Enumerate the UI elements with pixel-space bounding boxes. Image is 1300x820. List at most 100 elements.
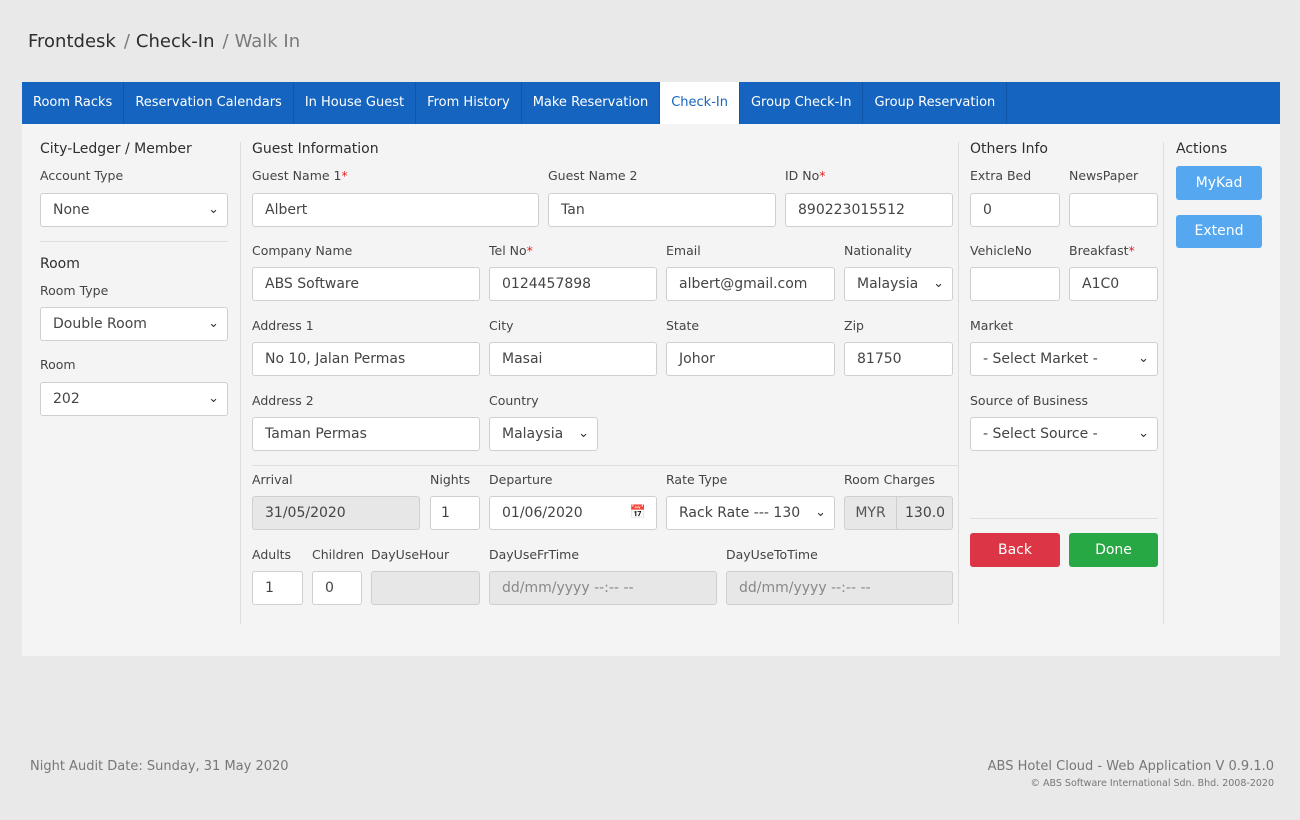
breadcrumb: Frontdesk / Check-In / Walk In bbox=[28, 31, 300, 52]
source-label: Source of Business bbox=[970, 393, 1089, 408]
tab-in-house-guest[interactable]: In House Guest bbox=[294, 82, 417, 124]
breakfast-label: Breakfast* bbox=[1069, 243, 1135, 258]
departure-value: 01/06/2020 bbox=[502, 505, 583, 521]
tab-check-in[interactable]: Check-In bbox=[660, 82, 740, 124]
back-button[interactable]: Back bbox=[970, 533, 1060, 567]
room-label: Room bbox=[40, 357, 76, 372]
email-input[interactable]: albert@gmail.com bbox=[666, 267, 835, 301]
tab-reservation-calendars[interactable]: Reservation Calendars bbox=[124, 82, 294, 124]
guest-info-title: Guest Information bbox=[252, 141, 379, 157]
address2-label: Address 2 bbox=[252, 393, 314, 408]
room-title: Room bbox=[40, 256, 80, 272]
nationality-label: Nationality bbox=[844, 243, 912, 258]
chevron-down-icon: ⌄ bbox=[208, 391, 219, 406]
app-version: ABS Hotel Cloud - Web Application V 0.9.… bbox=[987, 759, 1274, 774]
chevron-down-icon: ⌄ bbox=[933, 276, 944, 291]
nationality-value: Malaysia bbox=[857, 276, 919, 292]
divider bbox=[252, 465, 958, 466]
guest-name2-input[interactable]: Tan bbox=[548, 193, 776, 227]
breadcrumb-frontdesk[interactable]: Frontdesk bbox=[28, 31, 116, 52]
id-no-input[interactable]: 890223015512 bbox=[785, 193, 953, 227]
tel-label: Tel No* bbox=[489, 243, 533, 258]
newspaper-input[interactable] bbox=[1069, 193, 1158, 227]
tab-group-reservation[interactable]: Group Reservation bbox=[863, 82, 1008, 124]
room-value: 202 bbox=[53, 391, 80, 407]
extra-bed-label: Extra Bed bbox=[970, 168, 1032, 183]
market-select[interactable]: - Select Market - ⌄ bbox=[970, 342, 1158, 376]
source-select[interactable]: - Select Source - ⌄ bbox=[970, 417, 1158, 451]
app-version-footer: ABS Hotel Cloud - Web Application V 0.9.… bbox=[988, 759, 1274, 789]
city-label: City bbox=[489, 318, 514, 333]
city-ledger-title: City-Ledger / Member bbox=[40, 141, 192, 157]
dayusefr-label: DayUseFrTime bbox=[489, 547, 580, 562]
rate-type-value: Rack Rate --- 130 bbox=[679, 505, 801, 521]
departure-label: Departure bbox=[489, 472, 553, 487]
country-select[interactable]: Malaysia ⌄ bbox=[489, 417, 598, 451]
arrival-input: 31/05/2020 bbox=[252, 496, 420, 530]
room-type-select[interactable]: Double Room ⌄ bbox=[40, 307, 228, 341]
departure-input[interactable]: 01/06/2020 📅 bbox=[489, 496, 657, 530]
calendar-icon[interactable]: 📅 bbox=[629, 505, 646, 520]
market-label: Market bbox=[970, 318, 1013, 333]
chevron-down-icon: ⌄ bbox=[1138, 351, 1149, 366]
breadcrumb-walk-in: Walk In bbox=[234, 31, 301, 52]
address1-label: Address 1 bbox=[252, 318, 314, 333]
breadcrumb-check-in[interactable]: Check-In bbox=[135, 31, 215, 52]
done-button[interactable]: Done bbox=[1069, 533, 1158, 567]
state-input[interactable]: Johor bbox=[666, 342, 835, 376]
nights-input[interactable]: 1 bbox=[430, 496, 480, 530]
account-type-label: Account Type bbox=[40, 168, 124, 183]
adults-input[interactable]: 1 bbox=[252, 571, 303, 605]
tab-from-history[interactable]: From History bbox=[416, 82, 522, 124]
children-input[interactable]: 0 bbox=[312, 571, 362, 605]
mykad-button[interactable]: MyKad bbox=[1176, 166, 1262, 200]
zip-input[interactable]: 81750 bbox=[844, 342, 953, 376]
guest-name2-label: Guest Name 2 bbox=[548, 168, 638, 183]
dayusefr-input[interactable]: dd/mm/yyyy --:-- -- bbox=[489, 571, 717, 605]
dayuseto-input[interactable]: dd/mm/yyyy --:-- -- bbox=[726, 571, 953, 605]
breadcrumb-separator: / bbox=[222, 31, 229, 52]
divider bbox=[40, 241, 228, 242]
tab-make-reservation[interactable]: Make Reservation bbox=[522, 82, 661, 124]
breakfast-input[interactable]: A1C0 bbox=[1069, 267, 1158, 301]
tab-room-racks[interactable]: Room Racks bbox=[22, 82, 125, 124]
vehicle-label: VehicleNo bbox=[970, 243, 1032, 258]
country-label: Country bbox=[489, 393, 539, 408]
others-info-title: Others Info bbox=[970, 141, 1048, 157]
extra-bed-input[interactable]: 0 bbox=[970, 193, 1060, 227]
state-label: State bbox=[666, 318, 700, 333]
address2-input[interactable]: Taman Permas bbox=[252, 417, 480, 451]
email-label: Email bbox=[666, 243, 701, 258]
chevron-down-icon: ⌄ bbox=[208, 202, 219, 217]
nav-tabs: Room Racks Reservation Calendars In Hous… bbox=[22, 82, 1280, 124]
tel-input[interactable]: 0124457898 bbox=[489, 267, 657, 301]
company-input[interactable]: ABS Software bbox=[252, 267, 480, 301]
city-input[interactable]: Masai bbox=[489, 342, 657, 376]
vehicle-input[interactable] bbox=[970, 267, 1060, 301]
arrival-label: Arrival bbox=[252, 472, 293, 487]
dayusehour-label: DayUseHour bbox=[371, 547, 450, 562]
column-divider bbox=[958, 142, 959, 624]
chevron-down-icon: ⌄ bbox=[578, 426, 589, 441]
address1-input[interactable]: No 10, Jalan Permas bbox=[252, 342, 480, 376]
guest-name1-input[interactable]: Albert bbox=[252, 193, 539, 227]
tab-group-check-in[interactable]: Group Check-In bbox=[740, 82, 864, 124]
rate-type-select[interactable]: Rack Rate --- 130 ⌄ bbox=[666, 496, 835, 530]
actions-title: Actions bbox=[1176, 141, 1228, 157]
account-type-select[interactable]: None ⌄ bbox=[40, 193, 228, 227]
extend-button[interactable]: Extend bbox=[1176, 215, 1262, 248]
nationality-select[interactable]: Malaysia ⌄ bbox=[844, 267, 953, 301]
currency-addon: MYR bbox=[844, 496, 897, 530]
night-audit-date: Night Audit Date: Sunday, 31 May 2020 bbox=[30, 759, 289, 774]
chevron-down-icon: ⌄ bbox=[208, 316, 219, 331]
nights-label: Nights bbox=[430, 472, 471, 487]
copyright: © ABS Software International Sdn. Bhd. 2… bbox=[1030, 778, 1274, 789]
room-select[interactable]: 202 ⌄ bbox=[40, 382, 228, 416]
chevron-down-icon: ⌄ bbox=[1138, 426, 1149, 441]
rate-type-label: Rate Type bbox=[666, 472, 728, 487]
breadcrumb-separator: / bbox=[123, 31, 130, 52]
company-label: Company Name bbox=[252, 243, 353, 258]
zip-label: Zip bbox=[844, 318, 864, 333]
children-label: Children bbox=[312, 547, 365, 562]
guest-name1-label: Guest Name 1* bbox=[252, 168, 348, 183]
